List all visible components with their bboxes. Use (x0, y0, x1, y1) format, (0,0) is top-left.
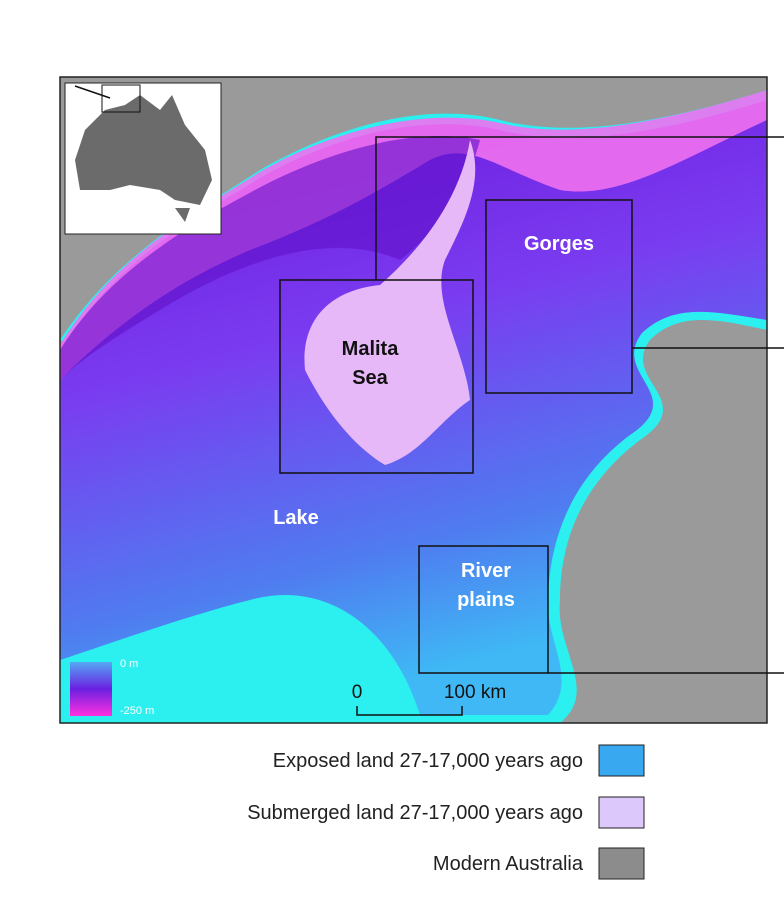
depth-label: -250 m (120, 705, 154, 717)
scale-bar: 0 100 km (352, 682, 506, 716)
legend-label: Exposed land 27-17,000 years ago (273, 750, 583, 772)
legend-label: Modern Australia (433, 853, 584, 875)
scale-label: 0 (352, 682, 363, 703)
depth-label: 0 m (120, 658, 138, 670)
inset (64, 82, 222, 235)
map-body (60, 77, 767, 723)
map-label: Gorges (524, 233, 594, 255)
boxes (279, 136, 784, 674)
legend: Exposed land 27-17,000 years ago Submerg… (247, 744, 645, 880)
scale-label: 100 km (444, 682, 506, 703)
map-frame (59, 76, 768, 724)
legend-label: Submerged land 27-17,000 years ago (247, 802, 583, 824)
depth-legend: 0 m -250 m (70, 658, 154, 717)
map-label: River plains (457, 560, 515, 611)
map-label: Malita Sea (342, 338, 400, 389)
map-label: Lake (273, 507, 319, 529)
